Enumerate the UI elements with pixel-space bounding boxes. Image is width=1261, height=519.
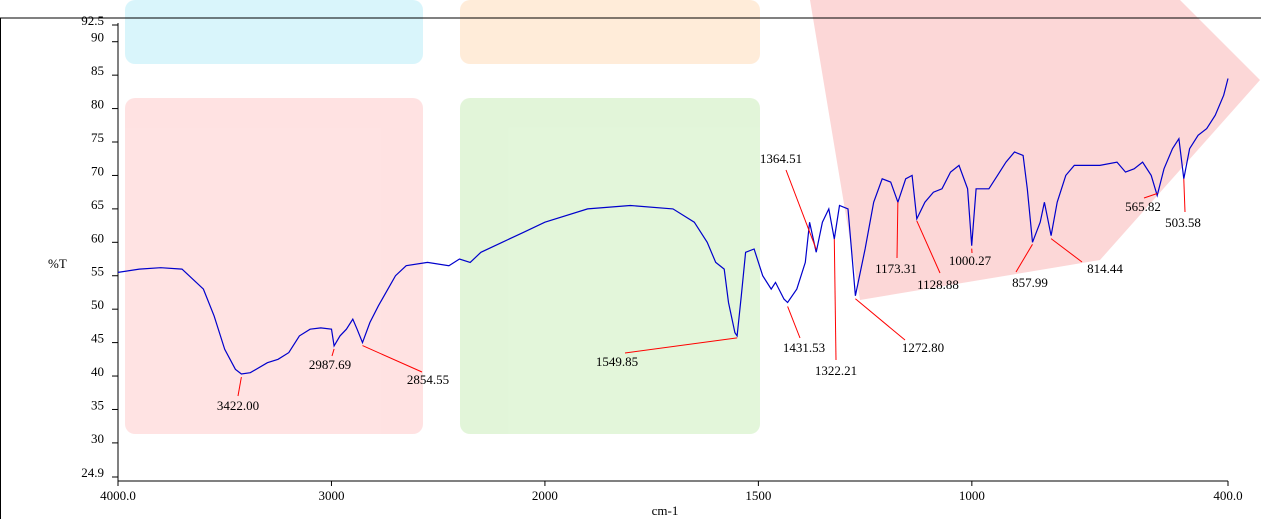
annotation-leader [1050,238,1083,263]
annotation-label: 1128.88 [917,277,959,292]
annotation-leader [624,337,738,354]
y-tick-label: 65 [91,197,104,212]
y-tick-label: 50 [91,297,104,312]
annotation-label: 503.58 [1165,215,1201,230]
y-tick-label: 35 [91,397,104,412]
annotation-leader [331,348,335,357]
annotation-label: 565.82 [1125,199,1161,214]
x-tick-label: 4000.0 [100,488,136,503]
y-tick-label: 75 [91,130,104,145]
y-tick-label: 55 [91,264,104,279]
x-tick-label: 1000 [959,488,985,503]
annotation-label: 857.99 [1012,275,1048,290]
annotation-label: 1364.51 [760,151,802,166]
y-tick-label: 45 [91,331,104,346]
x-tick-label: 400.0 [1213,488,1242,503]
annotation-leader [785,169,817,250]
spectrum-line [117,78,1229,375]
y-tick-label: 70 [91,163,104,178]
annotation-leader [855,298,906,341]
x-tick-label: 1500 [745,488,771,503]
y-tick-label: 80 [91,97,104,112]
annotation-label: 1322.21 [815,363,857,378]
y-axis-label: %T [48,256,67,271]
annotation-label: 1173.31 [875,261,917,276]
y-tick-label: 92.5 [81,13,104,28]
x-tick-label: 2000 [532,488,558,503]
y-tick-label: 85 [91,63,104,78]
y-tick-label: 40 [91,364,104,379]
y-tick-label: 60 [91,230,104,245]
annotation-leader [896,202,899,259]
annotation-leader [833,238,837,361]
annotation-leader [787,306,801,339]
annotation-leader [1143,193,1158,199]
annotation-leader [916,220,941,274]
annotation-label: 2987.69 [309,357,351,372]
y-tick-label: 24.9 [81,465,104,480]
annotation-leader [362,345,423,373]
annotation-leader [1183,178,1186,213]
annotation-leader [237,376,242,397]
annotation-label: 1549.85 [596,354,638,369]
x-tick-label: 3000 [318,488,344,503]
annotation-label: 814.44 [1087,261,1123,276]
annotation-label: 1272.80 [902,340,944,355]
annotation-label: 1431.53 [783,340,825,355]
y-tick-label: 30 [91,431,104,446]
annotation-label: 1000.27 [949,253,992,268]
watermark [125,0,1260,434]
annotation-leader [1015,244,1033,273]
annotation-label: 3422.00 [217,398,259,413]
annotation-label: 2854.55 [407,372,449,387]
x-axis-label: cm-1 [652,503,679,518]
y-tick-label: 90 [91,30,104,45]
